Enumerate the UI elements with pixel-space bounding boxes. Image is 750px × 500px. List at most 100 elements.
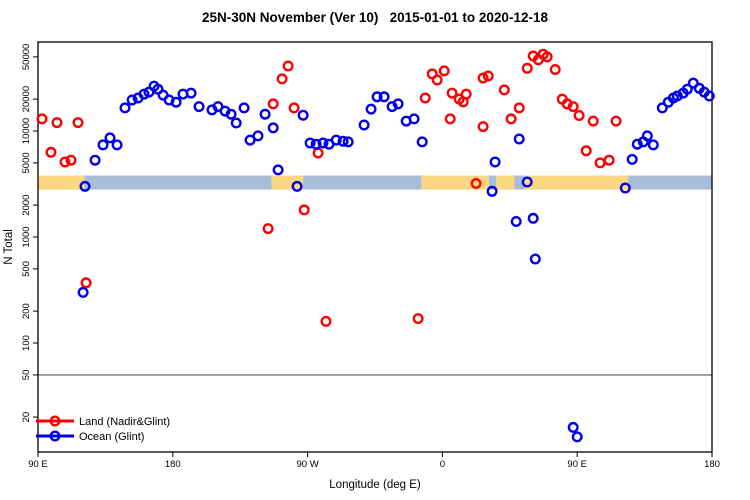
data-point-ocean: [89, 154, 101, 166]
y-tick-label: 10000: [21, 118, 32, 144]
y-tick-label: 50: [21, 370, 32, 381]
data-point-land: [498, 84, 510, 96]
data-point-land: [312, 147, 324, 159]
data-point-land: [298, 204, 310, 216]
x-tick-label: 90 E: [28, 459, 48, 470]
x-tick-label: 90 W: [297, 459, 319, 470]
ocean-band-segment: [514, 175, 525, 190]
data-point-land: [412, 313, 424, 325]
data-point-ocean: [626, 153, 638, 165]
data-point-land: [36, 113, 48, 125]
data-point-land: [610, 115, 622, 127]
land-band-segment: [496, 175, 515, 190]
data-point-ocean: [358, 119, 370, 131]
data-point-land: [446, 87, 458, 99]
ocean-band-segment: [84, 175, 272, 190]
data-point-ocean: [244, 134, 256, 146]
axis-tick-layer: 90 E 180 90 W 0 90 E 180 20 50 100 200 500 1000 2000…: [21, 44, 720, 470]
y-tick-label: 500: [21, 261, 32, 277]
data-point-ocean: [513, 133, 525, 145]
data-point-land: [444, 113, 456, 125]
data-point-ocean: [342, 136, 354, 148]
data-point-land: [521, 62, 533, 74]
data-point-ocean: [104, 132, 116, 144]
legend-marker-icon: [49, 430, 61, 442]
x-tick-label: 0: [440, 459, 445, 470]
legend-item-land: Land (Nadir&Glint): [36, 415, 170, 428]
y-tick-label: 2000: [21, 195, 32, 216]
data-point-land: [419, 92, 431, 104]
data-point-land: [594, 157, 606, 169]
data-point-ocean: [378, 91, 390, 103]
data-point-ocean: [185, 87, 197, 99]
data-point-ocean: [317, 137, 329, 149]
land-band-segment: [271, 175, 304, 190]
x-axis-title: Longitude (deg E): [329, 479, 421, 491]
data-point-ocean: [489, 156, 501, 168]
data-point-land: [431, 74, 443, 86]
data-point-ocean: [392, 98, 404, 110]
legend: Land (Nadir&Glint) Ocean (Glint): [36, 415, 170, 443]
data-point-land: [477, 72, 489, 84]
data-point-ocean: [119, 102, 131, 114]
data-point-ocean: [521, 176, 533, 188]
y-tick-label: 5000: [21, 152, 32, 173]
data-point-ocean: [641, 130, 653, 142]
y-tick-label: 200: [21, 303, 32, 319]
data-point-land: [580, 145, 592, 157]
data-point-land: [505, 113, 517, 125]
data-point-ocean: [267, 122, 279, 134]
data-point-ocean: [291, 180, 303, 192]
data-point-ocean: [571, 431, 583, 443]
data-point-ocean: [259, 108, 271, 120]
data-point-land: [603, 154, 615, 166]
data-point-land: [320, 315, 332, 327]
data-point-ocean: [365, 103, 377, 115]
data-point-ocean: [77, 286, 89, 298]
data-point-land: [45, 146, 57, 158]
y-tick-label: 100: [21, 335, 32, 351]
y-tick-label: 50000: [21, 44, 32, 70]
y-tick-label: 1000: [21, 226, 32, 247]
data-point-land: [51, 117, 63, 129]
data-point-ocean: [631, 138, 643, 150]
data-point-ocean: [97, 139, 109, 151]
data-point-ocean: [416, 136, 428, 148]
y-axis-title: N Total: [3, 229, 15, 265]
data-point-ocean: [272, 164, 284, 176]
plot-frame: [37, 41, 713, 453]
data-point-ocean: [126, 94, 138, 106]
data-point-land: [561, 98, 573, 110]
data-point-land: [470, 177, 482, 189]
data-point-ocean: [79, 180, 91, 192]
legend-label: Land (Nadir&Glint): [79, 416, 170, 428]
data-point-ocean: [647, 139, 659, 151]
data-point-ocean: [703, 90, 715, 102]
data-point-land: [59, 156, 71, 168]
data-point-ocean: [681, 83, 693, 95]
ocean-band-segment: [488, 175, 497, 190]
x-tick-label: 180: [165, 459, 181, 470]
data-point-ocean: [656, 102, 668, 114]
y-tick-label: 20: [21, 412, 32, 423]
data-point-ocean: [225, 108, 237, 120]
land-band-segment: [524, 175, 629, 190]
plot-frame-layer: [37, 41, 713, 453]
data-point-ocean: [486, 185, 498, 197]
data-point-ocean: [310, 138, 322, 150]
data-point-ocean: [138, 88, 150, 100]
data-point-ocean: [510, 215, 522, 227]
data-point-ocean: [193, 101, 205, 113]
data-point-land: [477, 121, 489, 133]
data-point-layer: [36, 48, 715, 443]
data-point-land: [80, 277, 92, 289]
data-point-ocean: [111, 139, 123, 151]
data-point-ocean: [304, 137, 316, 149]
data-point-ocean: [408, 113, 420, 125]
data-point-land: [262, 223, 274, 235]
legend-item-ocean: Ocean (Glint): [36, 430, 144, 443]
data-point-land: [587, 115, 599, 127]
data-point-ocean: [527, 212, 539, 224]
y-tick-label: 20000: [21, 86, 32, 112]
